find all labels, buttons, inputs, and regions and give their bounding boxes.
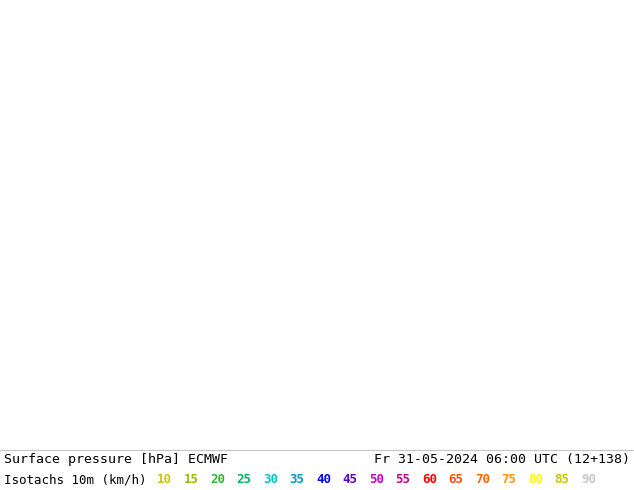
Text: 50: 50 — [369, 473, 384, 487]
Text: 45: 45 — [342, 473, 358, 487]
Text: 80: 80 — [528, 473, 543, 487]
Text: 10: 10 — [157, 473, 172, 487]
Text: 70: 70 — [475, 473, 490, 487]
Text: 25: 25 — [236, 473, 252, 487]
Text: 55: 55 — [396, 473, 410, 487]
Text: 90: 90 — [581, 473, 596, 487]
Text: 85: 85 — [555, 473, 569, 487]
Text: 40: 40 — [316, 473, 331, 487]
Text: 65: 65 — [448, 473, 463, 487]
Text: Fr 31-05-2024 06:00 UTC (12+138): Fr 31-05-2024 06:00 UTC (12+138) — [374, 453, 630, 466]
Text: 60: 60 — [422, 473, 437, 487]
Text: 75: 75 — [501, 473, 517, 487]
Text: 15: 15 — [183, 473, 198, 487]
Text: 35: 35 — [290, 473, 304, 487]
Text: 20: 20 — [210, 473, 225, 487]
Text: 30: 30 — [263, 473, 278, 487]
Text: Surface pressure [hPa] ECMWF: Surface pressure [hPa] ECMWF — [4, 453, 228, 466]
Text: Isotachs 10m (km/h): Isotachs 10m (km/h) — [4, 473, 146, 487]
